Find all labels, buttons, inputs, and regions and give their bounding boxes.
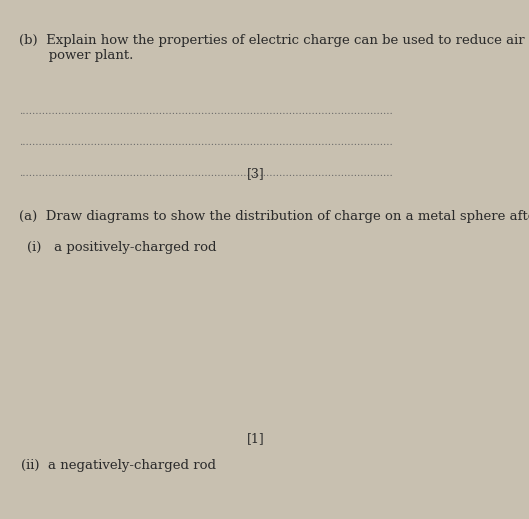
Text: (i)   a positively-charged rod: (i) a positively-charged rod [27, 241, 216, 254]
Text: [3]: [3] [247, 167, 264, 181]
Text: (ii)  a negatively-charged rod: (ii) a negatively-charged rod [22, 459, 216, 472]
Text: ................................................................................: ........................................… [19, 169, 393, 179]
Text: [1]: [1] [247, 432, 264, 445]
Text: (b)  Explain how the properties of electric charge can be used to reduce air pol: (b) Explain how the properties of electr… [19, 34, 529, 62]
Text: ................................................................................: ........................................… [19, 107, 393, 116]
Text: (a)  Draw diagrams to show the distribution of charge on a metal sphere after be: (a) Draw diagrams to show the distributi… [19, 210, 529, 223]
Text: ................................................................................: ........................................… [19, 138, 393, 147]
